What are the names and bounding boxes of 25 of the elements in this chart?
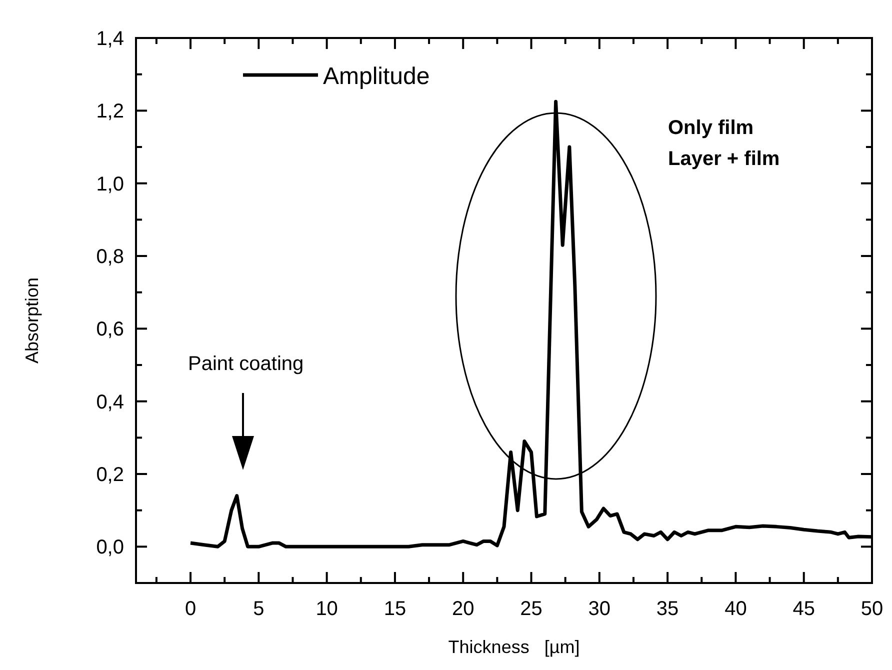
- x-tick-label: 20: [452, 598, 474, 620]
- x-axis-title: Thickness [µm]: [448, 637, 580, 657]
- x-tick-label: 5: [253, 598, 264, 620]
- y-tick-label: 0,0: [96, 536, 124, 559]
- y-tick-label: 0,6: [96, 318, 124, 341]
- y-tick-label: 0,2: [96, 464, 124, 486]
- y-tick-label: 1,2: [96, 100, 124, 123]
- y-tick-label: 0,8: [96, 246, 124, 268]
- annotation: Layer + film: [668, 148, 780, 170]
- y-tick-label: 1,0: [96, 173, 124, 196]
- x-tick-label: 35: [656, 598, 679, 620]
- x-tick-label: 30: [588, 598, 611, 620]
- annotation: Only film: [668, 117, 754, 139]
- legend-label: Amplitude: [323, 63, 430, 90]
- annotation: Paint coating: [188, 353, 304, 375]
- x-tick-label: 40: [724, 598, 747, 620]
- y-axis-title: Absorption: [22, 277, 42, 364]
- x-tick-label: 50: [860, 598, 884, 620]
- x-tick-label: 45: [792, 598, 815, 620]
- x-tick-label: 15: [384, 598, 406, 620]
- y-tick-label: 1,4: [96, 28, 124, 50]
- x-tick-label: 25: [520, 598, 542, 620]
- y-tick-label: 0,4: [96, 391, 124, 414]
- x-tick-label: 0: [184, 598, 196, 620]
- x-tick-label: 10: [316, 598, 338, 620]
